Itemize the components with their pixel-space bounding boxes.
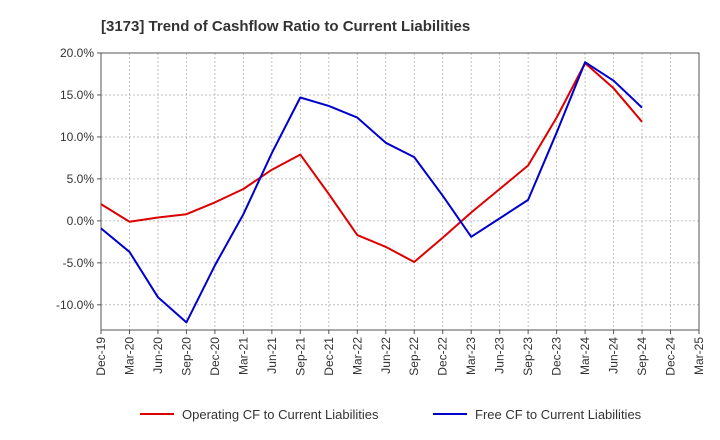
x-tick-label: Jun-23 bbox=[493, 337, 507, 374]
x-tick-label: Sep-22 bbox=[407, 337, 421, 376]
x-tick-label: Sep-20 bbox=[179, 337, 193, 376]
x-tick-label: Dec-20 bbox=[208, 337, 222, 376]
x-tick-label: Dec-21 bbox=[322, 337, 336, 376]
plot-frame bbox=[100, 52, 700, 331]
x-tick-label: Jun-24 bbox=[607, 337, 621, 374]
y-tick-label: -10.0% bbox=[56, 298, 94, 312]
x-tick-label: Jun-20 bbox=[151, 337, 165, 374]
series-line-2 bbox=[100, 61, 643, 324]
x-tick-label: Dec-24 bbox=[664, 337, 678, 376]
x-tick-label: Mar-25 bbox=[692, 337, 706, 375]
x-tick-label: Mar-21 bbox=[236, 337, 250, 375]
x-tick-label: Dec-23 bbox=[550, 337, 564, 376]
y-tick-label: 20.0% bbox=[60, 46, 94, 60]
x-tick-label: Mar-20 bbox=[122, 337, 136, 375]
legend-label-2: Free CF to Current Liabilities bbox=[475, 407, 642, 422]
legend-label-1: Operating CF to Current Liabilities bbox=[182, 407, 379, 422]
y-axis-tick-labels: -10.0% -5.0% 0.0% 5.0% 10.0% 15.0% 20.0% bbox=[56, 46, 101, 312]
y-tick-label: 5.0% bbox=[67, 172, 95, 186]
x-tick-label: Mar-23 bbox=[464, 337, 478, 375]
chart-title: [3173] Trend of Cashflow Ratio to Curren… bbox=[101, 18, 470, 35]
y-tick-label: -5.0% bbox=[63, 256, 95, 270]
x-tick-label: Jun-21 bbox=[265, 337, 279, 374]
x-tick-label: Jun-22 bbox=[379, 337, 393, 374]
y-tick-label: 0.0% bbox=[67, 214, 95, 228]
y-tick-label: 10.0% bbox=[60, 130, 94, 144]
legend: Operating CF to Current Liabilities Free … bbox=[140, 407, 642, 422]
y-tick-label: 15.0% bbox=[60, 88, 94, 102]
x-tick-label: Dec-22 bbox=[436, 337, 450, 376]
x-axis-tick-labels: Dec-19 Mar-20 Jun-20 Sep-20 Dec-20 Mar-21 Jun-… bbox=[94, 330, 706, 376]
x-tick-label: Sep-24 bbox=[635, 337, 649, 376]
x-tick-label: Sep-23 bbox=[521, 337, 535, 376]
x-tick-label: Mar-22 bbox=[350, 337, 364, 375]
x-tick-label: Dec-19 bbox=[94, 337, 108, 376]
series-line-1 bbox=[100, 62, 643, 263]
series-layer bbox=[100, 61, 643, 324]
x-tick-label: Sep-21 bbox=[293, 337, 307, 376]
grid-lines bbox=[101, 53, 699, 330]
x-tick-label: Mar-24 bbox=[578, 337, 592, 375]
